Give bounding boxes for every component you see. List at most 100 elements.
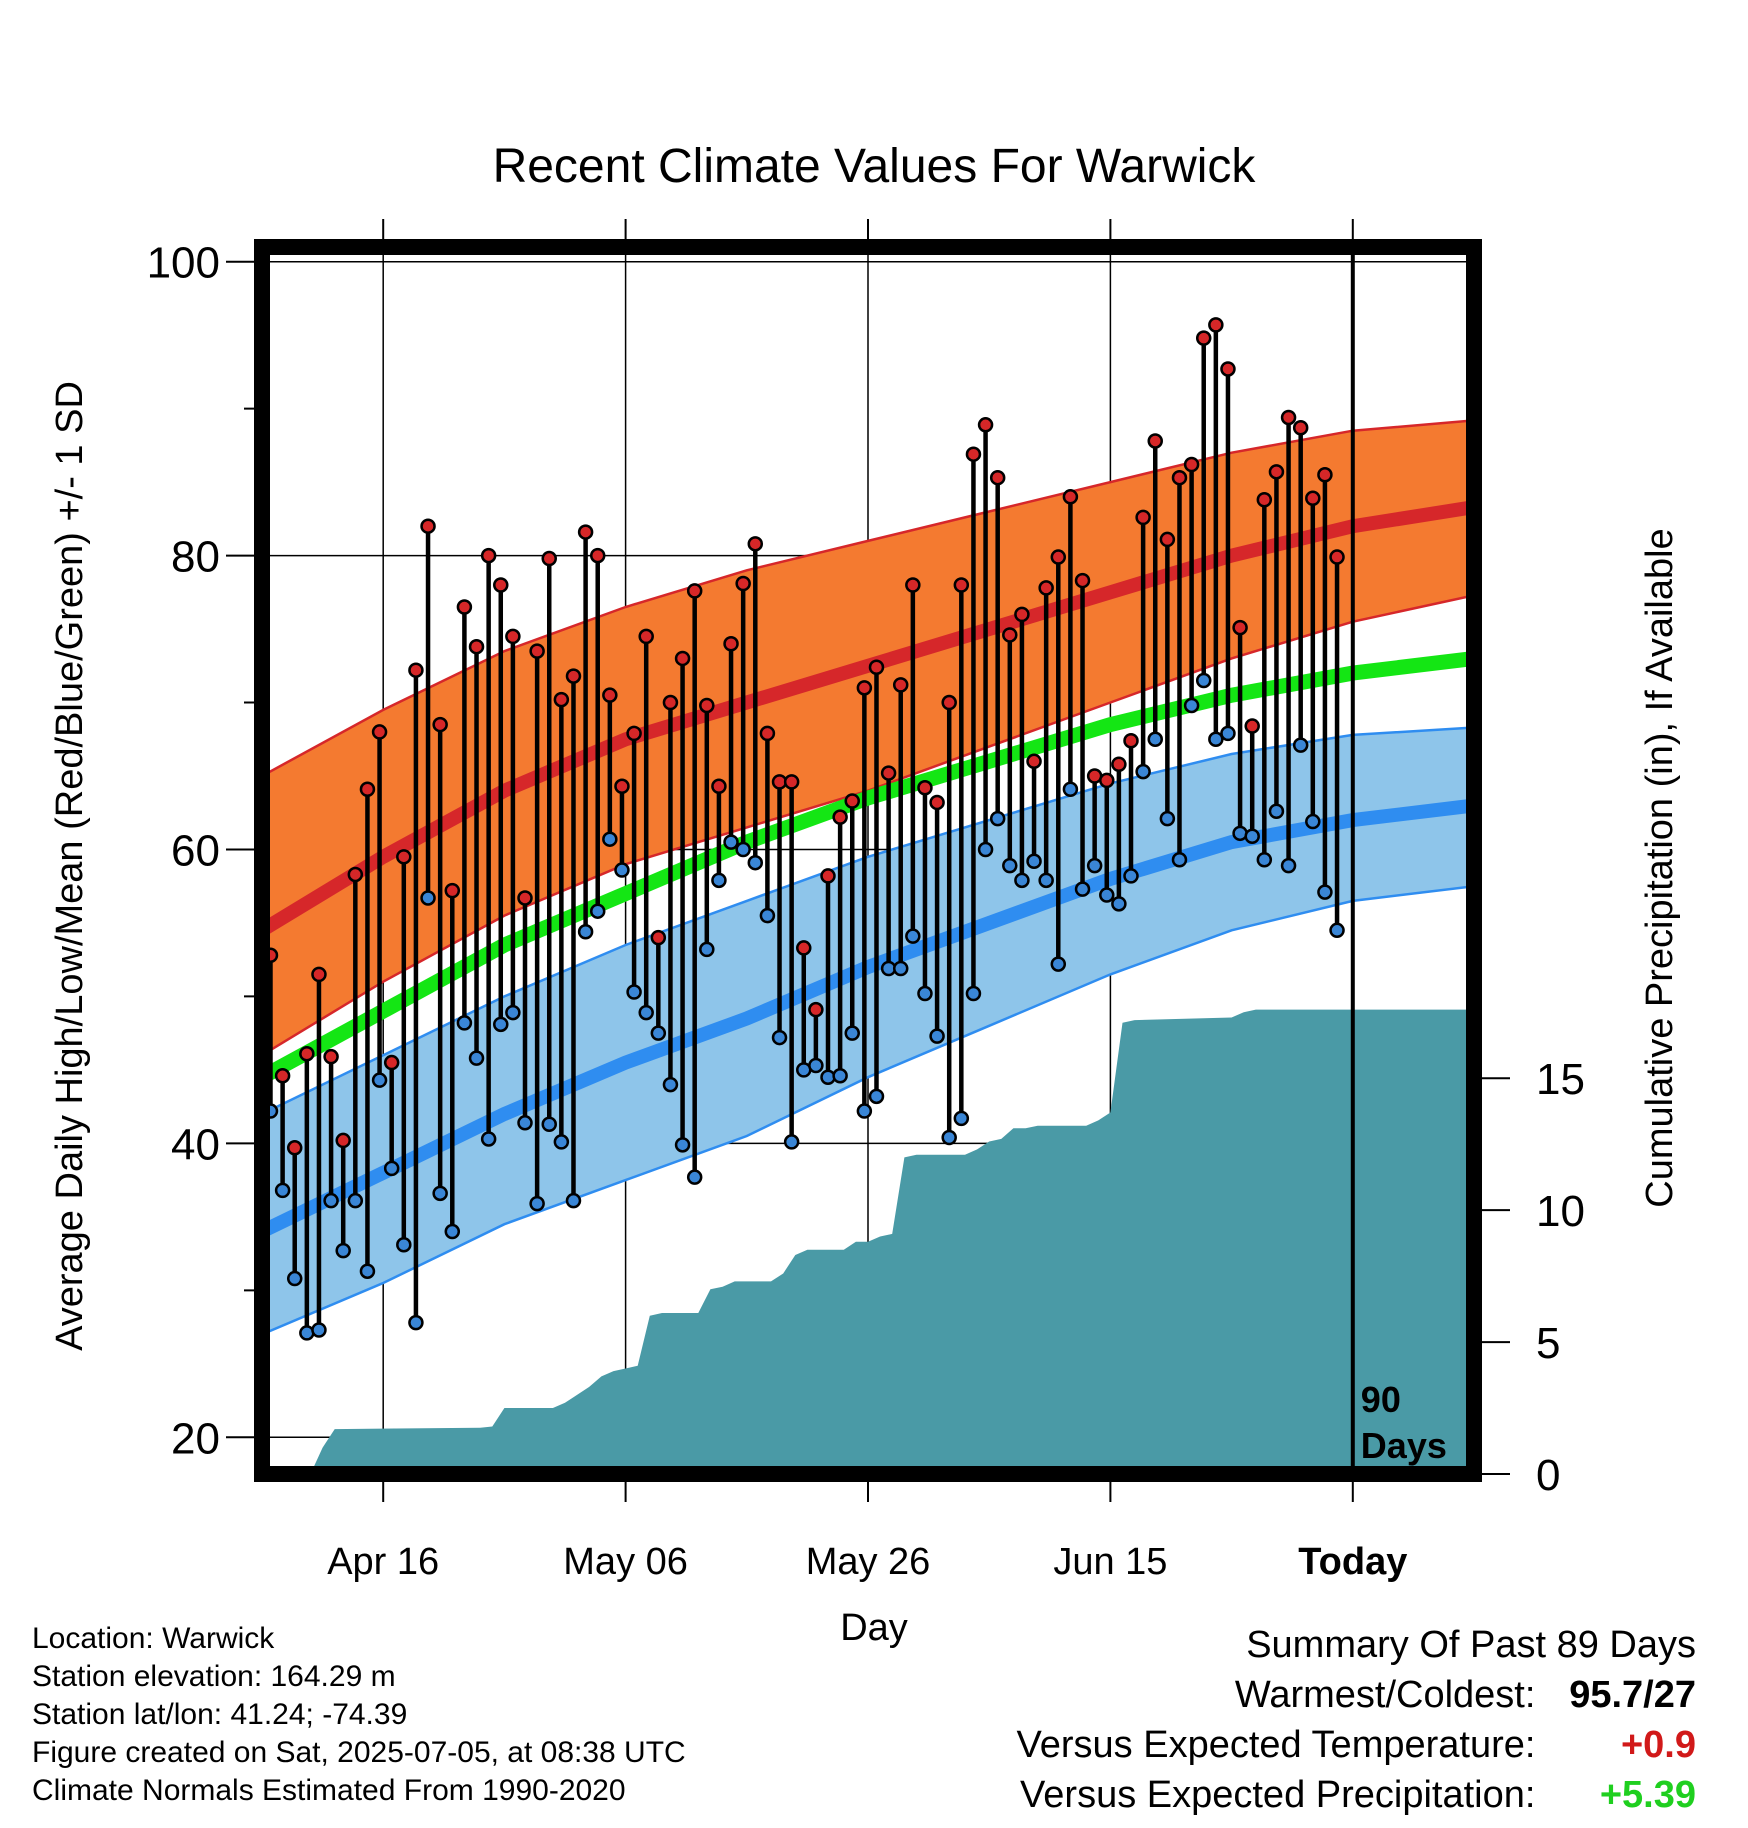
daily-low-point bbox=[856, 1103, 873, 1119]
daily-high-point bbox=[323, 1048, 339, 1065]
daily-low-point bbox=[432, 1185, 448, 1202]
daily-high-point bbox=[553, 691, 570, 708]
daily-low-point bbox=[662, 1076, 679, 1093]
daily-high-point bbox=[1171, 469, 1188, 486]
daily-low-point bbox=[1183, 697, 1200, 714]
daily-low-point bbox=[396, 1237, 412, 1253]
daily-low-point bbox=[832, 1068, 848, 1084]
daily-high-point bbox=[796, 940, 812, 956]
latlon-text: Station lat/lon: 41.24; -74.39 bbox=[32, 1698, 408, 1731]
daily-high-point bbox=[650, 929, 667, 946]
daily-low-point bbox=[1292, 737, 1309, 753]
daily-low-point bbox=[977, 841, 994, 858]
daily-high-point bbox=[1147, 433, 1163, 449]
daily-low-point bbox=[553, 1134, 570, 1150]
daily-high-point bbox=[723, 636, 739, 652]
summary-title: Summary Of Past 89 Days bbox=[1246, 1624, 1696, 1666]
daily-high-point bbox=[517, 890, 533, 906]
daily-high-point bbox=[1050, 549, 1067, 565]
summary-panel: Summary Of Past 89 Days Warmest/Coldest:… bbox=[1017, 1620, 1696, 1820]
daily-high-point bbox=[420, 518, 436, 534]
daily-low-point bbox=[1099, 887, 1115, 903]
daily-low-point bbox=[747, 854, 764, 871]
daily-high-point bbox=[541, 550, 557, 567]
daily-low-point bbox=[420, 890, 436, 906]
daily-low-point bbox=[1305, 813, 1321, 830]
daily-low-point bbox=[686, 1169, 703, 1185]
daily-high-point bbox=[1317, 467, 1333, 483]
daily-high-point bbox=[1305, 490, 1321, 507]
daily-low-point bbox=[323, 1192, 339, 1209]
low-sd-lower-line bbox=[262, 884, 1474, 1336]
daily-high-point bbox=[456, 599, 473, 615]
daily-low-point bbox=[1244, 828, 1260, 845]
y2-tick-label: 5 bbox=[1536, 1319, 1560, 1368]
daily-low-point bbox=[517, 1115, 533, 1131]
daily-high-point bbox=[880, 765, 897, 781]
daily-high-point bbox=[589, 547, 606, 564]
daily-high-point bbox=[638, 628, 654, 645]
daily-high-point bbox=[686, 583, 703, 599]
daily-high-point bbox=[1123, 732, 1139, 749]
daily-high-point bbox=[929, 794, 945, 811]
daily-low-point bbox=[1317, 884, 1333, 900]
daily-low-point bbox=[1086, 857, 1103, 874]
daily-low-point bbox=[1026, 853, 1042, 869]
daily-high-point bbox=[529, 643, 545, 659]
daily-high-point bbox=[1329, 549, 1345, 565]
summary-precip: Versus Expected Precipitation: +5.39 bbox=[1017, 1770, 1696, 1820]
daily-low-point bbox=[456, 1015, 473, 1031]
station-info: Location: Warwick Station elevation: 164… bbox=[32, 1620, 686, 1810]
daily-high-point bbox=[1159, 531, 1176, 548]
daily-low-point bbox=[383, 1160, 400, 1177]
daily-high-point bbox=[735, 575, 751, 592]
daily-high-point bbox=[662, 694, 679, 711]
daily-high-point bbox=[941, 694, 957, 711]
y-tick-label: 100 bbox=[147, 239, 220, 288]
daily-high-point bbox=[1038, 580, 1054, 596]
y2-tick-label: 0 bbox=[1536, 1451, 1560, 1500]
daily-high-point bbox=[989, 469, 1006, 486]
today-days-label: Days bbox=[1361, 1425, 1447, 1466]
daily-high-point bbox=[965, 446, 982, 462]
daily-high-point bbox=[408, 662, 424, 678]
daily-high-point bbox=[444, 882, 461, 899]
precipitation-area bbox=[262, 1009, 1474, 1474]
daily-low-point bbox=[371, 1072, 388, 1088]
daily-low-point bbox=[989, 810, 1006, 827]
daily-high-point bbox=[493, 577, 509, 593]
daily-low-point bbox=[735, 841, 751, 858]
daily-low-point bbox=[541, 1116, 557, 1133]
y-tick-label: 60 bbox=[171, 826, 220, 875]
daily-observations bbox=[262, 317, 1345, 1341]
daily-low-point bbox=[1195, 672, 1212, 689]
daily-low-point bbox=[468, 1050, 485, 1066]
daily-high-point bbox=[505, 628, 521, 645]
daily-low-point bbox=[1014, 872, 1030, 889]
daily-high-point bbox=[468, 638, 485, 655]
daily-low-point bbox=[638, 1004, 654, 1021]
chart-title: Recent Climate Values For Warwick bbox=[493, 140, 1257, 193]
daily-low-point bbox=[274, 1182, 291, 1199]
daily-low-point bbox=[1038, 872, 1054, 889]
plot-inner bbox=[262, 247, 1474, 1474]
y-tick-label: 80 bbox=[171, 533, 220, 582]
daily-low-point bbox=[783, 1134, 800, 1150]
daily-high-point bbox=[1232, 619, 1248, 636]
y2-axis-label: Cumulative Precipitation (in), If Availa… bbox=[1639, 528, 1681, 1207]
x-tick-label: Jun 15 bbox=[1053, 1541, 1167, 1583]
daily-low-point bbox=[1171, 852, 1188, 868]
daily-low-point bbox=[1135, 763, 1151, 780]
daily-high-point bbox=[371, 724, 388, 740]
y2-tick-label: 15 bbox=[1536, 1055, 1585, 1104]
daily-low-point bbox=[917, 985, 933, 1002]
daily-low-point bbox=[892, 960, 909, 977]
x-tick-label: Apr 16 bbox=[327, 1541, 439, 1583]
daily-low-point bbox=[444, 1223, 461, 1240]
daily-high-point bbox=[335, 1132, 351, 1149]
x-tick-label: May 26 bbox=[806, 1541, 931, 1583]
daily-high-point bbox=[1280, 409, 1297, 426]
daily-low-point bbox=[286, 1270, 303, 1287]
x-tick-label: May 06 bbox=[563, 1541, 688, 1583]
daily-low-point bbox=[759, 907, 776, 924]
